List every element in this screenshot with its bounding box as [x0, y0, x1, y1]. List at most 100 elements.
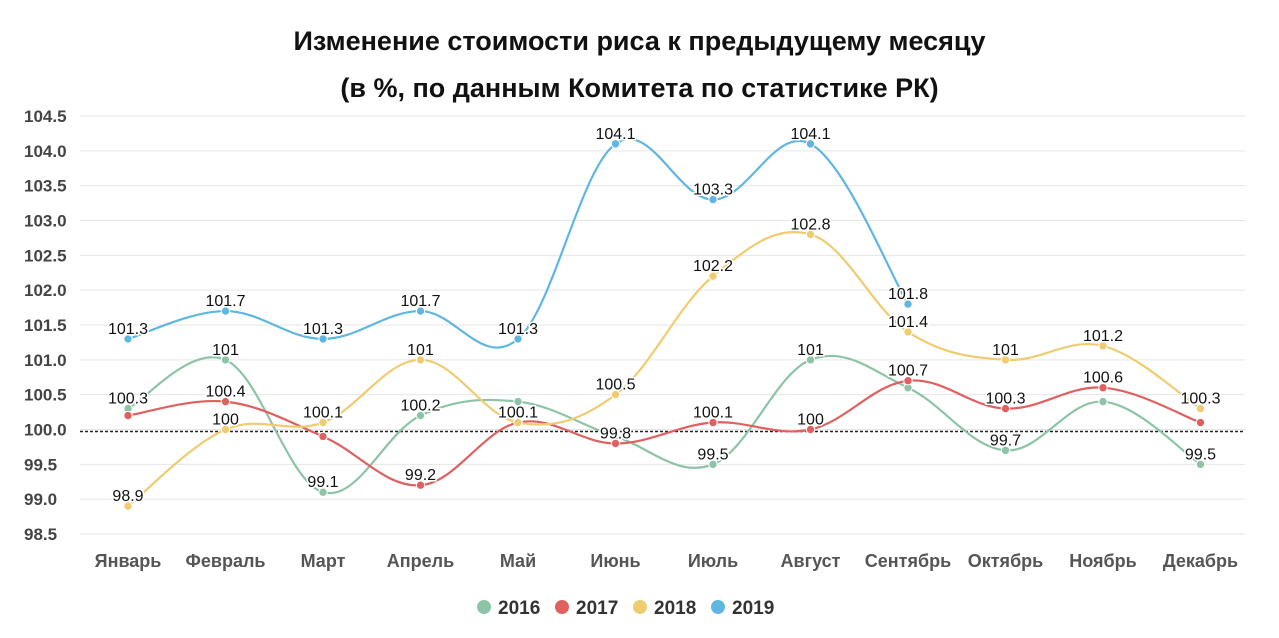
data-point-2018	[318, 417, 328, 428]
y-tick-label: 99.5	[24, 455, 57, 474]
data-point-2019	[220, 306, 231, 316]
data-label-2017: 100.1	[498, 405, 538, 422]
legend-marker-2018	[633, 600, 647, 614]
data-point-2019	[123, 334, 133, 344]
data-label-2017: 100.7	[888, 363, 928, 380]
data-point-2017	[610, 438, 621, 449]
data-point-2016	[1195, 459, 1206, 470]
data-point-2017	[805, 424, 816, 435]
y-tick-label: 100.0	[24, 421, 67, 440]
y-axis-ticks: 98.5 99.0 99.5 100.0 100.5 101.0 101.5 102.0 102…	[24, 107, 67, 544]
y-tick-label: 99.0	[24, 490, 57, 509]
data-labels: 100.3 101 99.1 100.2 99.5 101 99.7 99.5 100.4 99.…	[106, 124, 1222, 506]
y-tick-label: 98.5	[24, 525, 57, 544]
data-point-2018	[903, 327, 913, 337]
legend-label-2016: 2016	[498, 598, 540, 619]
data-point-2017	[123, 410, 133, 421]
data-point-2019	[415, 306, 426, 316]
data-label-2018: 101.4	[888, 314, 928, 331]
data-label-2018: 100.3	[1180, 391, 1220, 408]
data-point-2017	[415, 480, 426, 490]
y-tick-label: 104.5	[24, 107, 67, 126]
x-tick-label: Апрель	[387, 551, 454, 571]
data-label-2016: 99.5	[1185, 446, 1216, 463]
grid-lines	[80, 115, 1245, 535]
data-label-2019: 101.3	[498, 321, 538, 338]
data-point-2017	[1195, 417, 1206, 428]
x-tick-label: Август	[781, 551, 841, 571]
legend-marker-2017	[555, 600, 569, 614]
x-axis-ticks: Январь Февраль Март Апрель Май Июнь Июль Август…	[95, 551, 1238, 571]
data-point-2016	[513, 396, 523, 407]
legend-marker-2016	[477, 600, 491, 614]
y-tick-label: 104.0	[24, 142, 67, 161]
x-tick-label: Февраль	[186, 551, 266, 571]
data-label-2018: 102.8	[790, 216, 830, 233]
data-point-2017	[1000, 403, 1011, 414]
data-point-2018	[415, 355, 426, 365]
data-label-2019: 104.1	[790, 126, 830, 143]
legend: 2016 2017 2018 2019	[477, 598, 774, 619]
data-label-2019: 101.3	[303, 321, 343, 338]
data-label-2017: 100.4	[205, 384, 245, 401]
data-point-2018	[1000, 355, 1011, 365]
data-point-2019	[805, 139, 816, 149]
data-label-2016: 99.5	[697, 446, 728, 463]
data-point-2018	[708, 271, 718, 281]
data-point-2019	[610, 139, 621, 149]
data-point-2017	[708, 417, 718, 428]
x-tick-label: Март	[301, 551, 346, 571]
chart-title: Изменение стоимости риса к предыдущему м…	[293, 26, 985, 56]
data-label-2016: 100.2	[400, 398, 440, 415]
data-label-2018: 101.2	[1083, 328, 1123, 345]
data-label-2018: 100.1	[303, 405, 343, 422]
data-label-2019: 101.7	[205, 293, 245, 310]
data-label-2016: 99.1	[307, 474, 338, 491]
y-tick-label: 102.0	[24, 281, 67, 300]
legend-label-2018: 2018	[654, 598, 696, 619]
data-label-2018: 102.2	[693, 258, 733, 275]
series-line-2017	[127, 379, 1201, 487]
x-tick-label: Январь	[95, 551, 162, 571]
data-label-2017: 100	[797, 412, 824, 429]
series-line-2016	[127, 354, 1202, 495]
x-tick-label: Июнь	[590, 551, 640, 571]
data-point-2019	[903, 299, 913, 309]
data-label-2018: 101	[992, 342, 1019, 359]
data-label-2017: 99.2	[405, 467, 436, 484]
data-point-2018	[610, 389, 621, 400]
y-tick-label: 100.5	[24, 386, 67, 405]
data-point-2018	[1098, 341, 1108, 351]
data-point-2016	[318, 487, 328, 497]
data-point-2016	[415, 410, 426, 421]
data-label-2018: 101	[407, 342, 434, 359]
y-tick-label: 103.5	[24, 177, 67, 196]
data-point-2019	[708, 194, 718, 205]
legend-label-2017: 2017	[576, 598, 618, 619]
series-line-2019	[127, 138, 909, 349]
data-point-2018	[805, 229, 816, 240]
data-point-2016	[708, 459, 718, 470]
x-tick-label: Май	[500, 551, 536, 571]
data-point-2019	[513, 334, 523, 344]
data-point-2017	[903, 376, 913, 386]
data-label-2018: 98.9	[112, 488, 143, 505]
data-point-2018	[220, 424, 231, 435]
data-point-2016	[1000, 445, 1011, 456]
legend-label-2019: 2019	[732, 598, 774, 619]
data-label-2017: 99.8	[600, 425, 631, 442]
y-tick-label: 102.5	[24, 246, 67, 265]
data-label-2016: 100.3	[108, 391, 148, 408]
data-label-2019: 101.7	[400, 293, 440, 310]
data-point-2018	[513, 417, 523, 428]
data-label-2019: 104.1	[595, 126, 635, 143]
y-tick-label: 101.5	[24, 316, 67, 335]
data-label-2016: 101	[797, 342, 824, 359]
y-tick-label: 103.0	[24, 212, 67, 231]
data-label-2019: 101.3	[108, 321, 148, 338]
data-label-2019: 101.8	[888, 286, 928, 303]
x-tick-label: Декабрь	[1163, 551, 1238, 571]
data-label-2017: 100.3	[985, 391, 1025, 408]
x-tick-label: Сентябрь	[865, 551, 951, 571]
